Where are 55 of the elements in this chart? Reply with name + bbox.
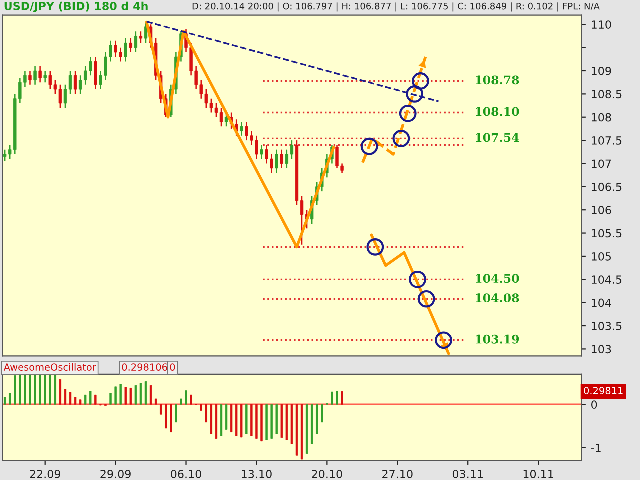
candlestick [139,30,143,44]
candlestick [220,107,224,128]
chart-subtitle: D: 20.10.14 20:00 | O: 106.797 | H: 106.877 | L: 106.775 | C: 106.849 | R: 0.102 | FPL: N/A [192,2,600,12]
y-tick-label: 108.5 [592,90,622,99]
candlestick [280,149,284,169]
ref-line-label: 107.54 [476,133,520,142]
x-tick-label: 10.11 [524,470,554,478]
ref-line-label: 103.19 [476,334,520,344]
y-tick-label: -1 [591,444,601,452]
ref-line-label: 104.08 [476,294,520,303]
y-tick-label: 106.5 [592,182,622,192]
candlestick [260,144,264,160]
y-tick-label: 107 [592,160,612,168]
candlestick [74,70,78,95]
candlestick [44,70,47,84]
y-tick-label: 105.5 [592,229,622,238]
candlestick [300,196,304,246]
x-tick-label: 06.10 [171,470,202,478]
x-tick-label: 03.11 [452,470,483,478]
ref-line-label: 108.10 [476,107,520,116]
y-tick-label: 105 [592,252,612,261]
candlestick [38,66,42,84]
candlestick [129,38,132,54]
y-tick-label: 104.5 [592,276,622,284]
ref-line-label: 104.50 [476,274,520,284]
y-tick-label: 110 [592,20,612,30]
y-tick-label: 0 [592,400,598,410]
candlestick [134,30,138,54]
candlestick [240,121,244,137]
chart-title: USD/JPY (BID) 180 d 4h [4,2,148,12]
y-tick-label: 106 [592,206,612,214]
candlestick [64,84,68,109]
candlestick [34,66,37,86]
text: 0 [170,364,176,371]
y-tick-label: 104 [592,298,612,308]
candlestick [275,149,278,174]
x-tick-label: 22.09 [30,470,60,478]
x-tick-label: 29.09 [100,470,131,478]
candlestick [94,56,98,90]
y-tick-label: 103.5 [592,322,622,330]
candlestick [68,70,72,95]
text: 0.29811 [584,387,623,394]
y-tick-label: 108 [592,113,612,122]
x-tick-label: 13.10 [242,470,272,478]
candlestick [144,22,148,44]
text: AwesomeOscillator [4,363,96,371]
candlestick [124,38,128,62]
y-tick-label: 103 [592,345,612,354]
y-tick-label: 107.5 [592,136,622,145]
x-tick-label: 20.10 [312,470,342,478]
candlestick [28,70,32,86]
x-tick-label: 27.10 [382,470,413,478]
text: 0.298106 [122,364,168,371]
ref-line-label: 108.78 [476,76,520,85]
y-tick-label: 109 [592,66,612,76]
